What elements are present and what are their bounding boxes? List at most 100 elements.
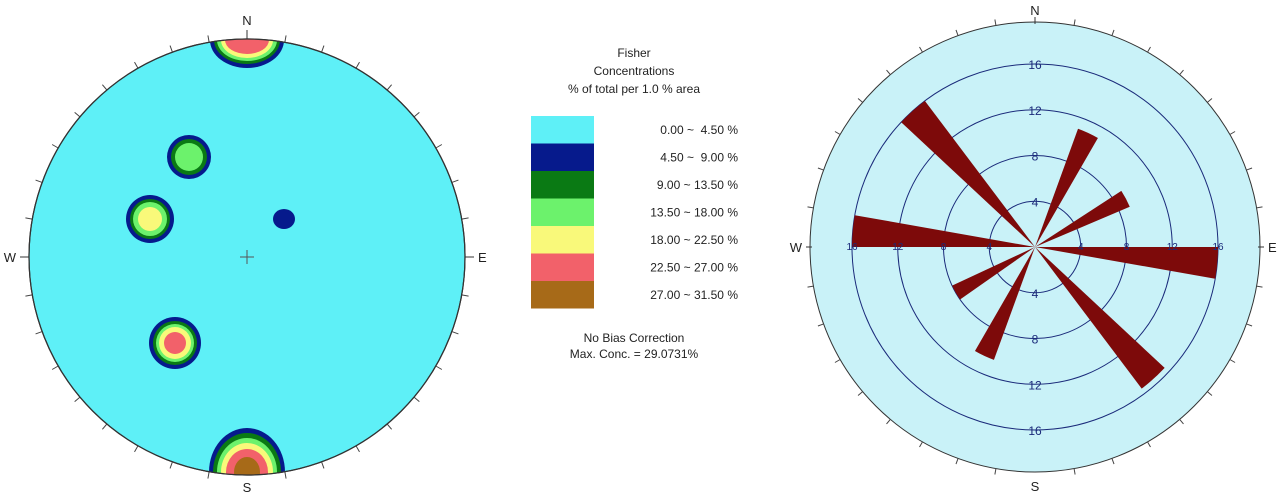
rose-label-west: W: [790, 240, 803, 255]
legend-bin-label: 4.50 ~ 9.00 %: [660, 150, 738, 164]
stereonet-tick: [321, 45, 325, 53]
legend-bin-label: 13.50 ~ 18.00 %: [650, 205, 738, 219]
contour-level-4: [175, 143, 203, 171]
contour-cluster-center-right: [273, 209, 295, 229]
stereonet-tick: [101, 84, 108, 91]
stereonet-tick: [169, 461, 173, 469]
rose-petal: [1035, 190, 1130, 247]
rose-ring-label: 16: [1212, 242, 1224, 253]
stereonet-tick: [461, 294, 469, 297]
rose-tick: [817, 167, 824, 171]
rose-tick: [857, 98, 863, 103]
rose-tick: [886, 419, 891, 425]
rose-tick: [955, 29, 959, 36]
stereonet-tick: [134, 61, 139, 69]
stereonet-tick: [74, 396, 81, 403]
legend-bin-label: 18.00 ~ 22.50 %: [650, 233, 738, 247]
rose-tick: [919, 46, 923, 53]
stereonet-tick: [35, 331, 43, 335]
rose-diagram: 16 12 8 4 4 8 12 16 16 12 8 4 4 8 12 16 N S W E: [790, 3, 1277, 492]
rose-ring-label: 8: [1032, 333, 1039, 347]
rose-ring-label: 12: [1028, 104, 1042, 118]
contour-cluster-west-lower: [149, 317, 201, 369]
legend-swatch: [531, 253, 594, 281]
rose-tick: [1179, 69, 1184, 75]
stereonet-label-south: S: [243, 480, 252, 492]
stereonet-tick: [35, 179, 43, 183]
contour-cluster-south: [209, 428, 285, 475]
stereonet-tick: [461, 217, 469, 220]
rose-ring-label: 8: [941, 242, 947, 253]
rose-ring-label: 8: [1124, 242, 1130, 253]
legend-title-line-1: Fisher: [617, 46, 650, 60]
rose-tick: [994, 19, 997, 26]
rose-tick: [955, 458, 959, 465]
rose-tick: [994, 468, 997, 475]
rose-tick: [1207, 98, 1213, 103]
contour-level-6: [225, 39, 269, 54]
stereonet-tick: [435, 365, 443, 370]
rose-ticks: [807, 19, 1263, 475]
legend-swatch: [531, 143, 594, 171]
stereonet-tick: [413, 396, 420, 403]
rose-ring-label: 16: [1028, 424, 1042, 438]
stereonet-tick: [321, 461, 325, 469]
rose-label-east: E: [1268, 240, 1277, 255]
rose-tick: [807, 285, 814, 288]
center-marker: [240, 250, 254, 264]
stereonet-tick: [51, 365, 59, 370]
rose-tick: [919, 441, 923, 448]
contour-cluster-north: [210, 39, 284, 68]
rose-label-south: S: [1031, 479, 1040, 492]
rose-tick: [834, 131, 841, 135]
legend-bin-label: 22.50 ~ 27.00 %: [650, 260, 738, 274]
rose-petal: [1035, 247, 1218, 279]
rose-tick: [1179, 419, 1184, 425]
legend-swatch: [531, 116, 594, 144]
stereonet-tick: [413, 111, 420, 118]
rose-tick: [857, 391, 863, 396]
stereonet-tick: [451, 179, 459, 183]
stereonet-plot: N S W E: [4, 13, 487, 492]
legend-bin-label: 9.00 ~ 13.50 %: [657, 178, 738, 192]
rose-ring-label: 4: [986, 242, 992, 253]
rose-tick: [834, 359, 841, 363]
rose-tick: [1246, 323, 1253, 327]
rose-petal: [901, 100, 1035, 247]
contour-cluster-northwest: [167, 135, 211, 179]
rose-petal: [1035, 128, 1098, 247]
stereonet-ticks: [25, 35, 469, 479]
rose-ring-label: 4: [1032, 195, 1039, 209]
rose-ring-label: 16: [846, 242, 858, 253]
rose-petals: [852, 100, 1218, 389]
legend-swatch: [531, 281, 594, 309]
stereonet-tick: [284, 471, 287, 479]
legend-bin-label: 27.00 ~ 31.50 %: [650, 288, 738, 302]
contour-cluster-west-upper: [126, 195, 174, 243]
rose-tick: [1207, 391, 1213, 396]
rose-tick: [1229, 359, 1236, 363]
legend-footer-line-2: Max. Conc. = 29.0731%: [570, 347, 699, 361]
rose-tick: [886, 69, 891, 75]
stereonet-tick: [51, 144, 59, 149]
stereonet-tick: [435, 144, 443, 149]
contour-level-6: [164, 332, 186, 354]
rose-tick: [1246, 167, 1253, 171]
stereonet-tick: [284, 35, 287, 43]
rose-petal: [852, 215, 1035, 247]
rose-petal: [974, 247, 1035, 360]
rose-ring-label: 4: [1078, 242, 1084, 253]
legend-title-line-2: Concentrations: [594, 64, 675, 78]
stereonet-tick: [386, 423, 393, 430]
rose-tick: [1256, 206, 1263, 209]
stereonet-tick: [101, 423, 108, 430]
rose-tick: [1111, 458, 1115, 465]
legend-swatch: [531, 171, 594, 199]
rose-petal: [952, 247, 1035, 300]
rose-ring-label: 16: [1028, 58, 1042, 72]
rose-tick: [1073, 468, 1076, 475]
legend-bin-label: 0.00 ~ 4.50 %: [660, 123, 738, 137]
rose-ring-label: 12: [892, 242, 904, 253]
legend-footer-line-1: No Bias Correction: [584, 331, 685, 345]
